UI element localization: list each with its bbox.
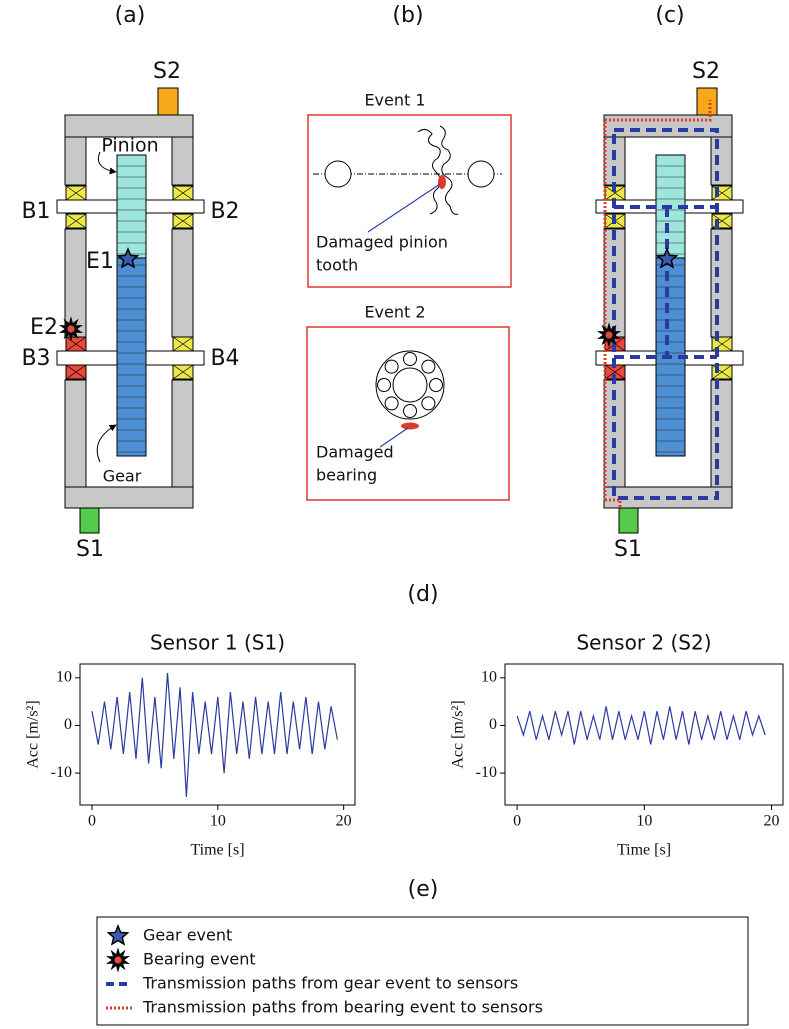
y-tick-label: -10 [51,764,72,781]
x-axis-label: Time [s] [190,842,244,859]
x-tick-label: 0 [513,813,521,830]
ball [404,353,417,366]
signal [517,706,765,744]
legend-label: Gear event [143,926,232,945]
bearing-label: B3 [21,346,50,371]
ball [385,397,398,410]
y-tick-label: 0 [489,716,497,733]
part-label: Pinion [101,135,158,157]
pointer [368,184,440,232]
panel-label: (e) [408,877,439,902]
damage-label: bearing [316,466,377,485]
signal [92,673,337,797]
event-title: Event 1 [364,91,425,110]
y-axis-label: Acc [m/s²] [450,700,467,768]
legend-label: Bearing event [143,950,256,969]
y-tick-label: 10 [481,668,497,685]
bearing-label: B1 [21,199,50,224]
x-tick-label: 20 [336,813,352,830]
y-tick-label: 0 [64,716,72,733]
housing [596,88,743,533]
arrow [97,425,116,462]
sensor-label: S1 [614,537,642,562]
panel-label: (b) [392,3,423,28]
y-tick-label: 10 [56,668,72,685]
legend-label: Transmission paths from gear event to se… [142,974,518,993]
ball [378,379,391,392]
damage-label: tooth [316,256,358,275]
sensor-label: S2 [692,59,720,84]
page: (a) (b) (c) (d) (e) S2 S1 Pinion Gear B1… [0,0,789,1029]
shaft [325,161,351,187]
bearing-inner [393,368,427,402]
damage-label: Damaged pinion [316,233,448,252]
tooth-profile [418,126,458,214]
y-tick-label: -10 [476,764,497,781]
x-axis-label: Time [s] [617,842,671,859]
x-tick-label: 0 [88,813,96,830]
bearing-label: B2 [210,199,239,224]
part-label: Gear [103,467,142,486]
bearing-event-core [115,957,122,964]
panel-label: (d) [407,582,438,607]
bearing-label: B4 [210,346,239,371]
ball [422,397,435,410]
figure: (a) (b) (c) (d) (e) S2 S1 Pinion Gear B1… [0,0,789,1029]
chart-title: Sensor 1 (S1) [150,631,285,655]
bearing-event-core [68,326,75,333]
shaft [468,161,494,187]
legend-label: Transmission paths from bearing event to… [142,998,543,1017]
x-tick-label: 10 [210,813,226,830]
sensor-label: S1 [76,537,104,562]
sensor-label: S2 [153,59,181,84]
ball [404,405,417,418]
x-tick-label: 10 [636,813,652,830]
panel-label: (a) [115,3,146,28]
damage [438,175,446,189]
event-label: E2 [30,315,58,340]
event-title: Event 2 [364,303,425,322]
bearing-event-core [606,332,613,339]
damage [401,423,419,430]
chart-title: Sensor 2 (S2) [576,631,711,655]
ball [385,360,398,373]
panel-label: (c) [655,3,684,28]
ball [422,360,435,373]
event-label: E1 [86,249,114,274]
y-axis-label: Acc [m/s²] [25,700,42,768]
damage-label: Damaged [316,443,394,462]
ball [430,379,443,392]
x-tick-label: 20 [764,813,780,830]
